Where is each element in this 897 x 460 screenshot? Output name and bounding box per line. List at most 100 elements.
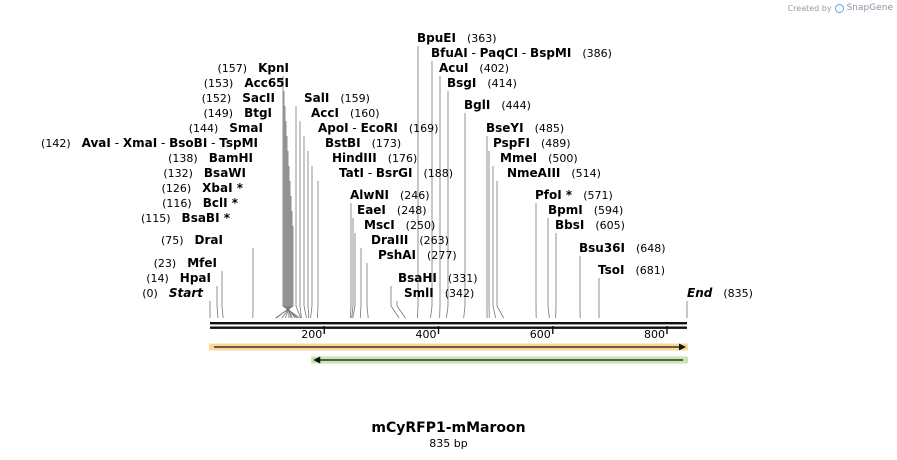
site-label: BstBI (173) — [325, 136, 401, 150]
site-btgi[interactable]: (149) BtgI — [203, 106, 272, 120]
site-position: (149) — [203, 107, 244, 120]
site-draiii[interactable]: DraIII (263) — [371, 233, 449, 247]
site-label: (23) MfeI — [154, 256, 217, 270]
site-pshai[interactable]: PshAI (277) — [378, 248, 457, 262]
site-label: BglI (444) — [464, 98, 531, 112]
site-bpmi[interactable]: BpmI (594) — [548, 203, 623, 217]
site-position: (414) — [476, 77, 517, 90]
site-acc65i[interactable]: (153) Acc65I — [204, 76, 289, 90]
site-label: BbsI (605) — [555, 218, 625, 232]
site-label: EaeI (248) — [357, 203, 427, 217]
feature-forward-orf[interactable] — [209, 343, 688, 351]
site-leader-line — [221, 271, 224, 319]
site-leader-line — [396, 301, 406, 319]
site-label: DraIII (263) — [371, 233, 449, 247]
site-position: (277) — [416, 249, 457, 262]
site-leader-line — [299, 121, 302, 319]
site-kpni[interactable]: (157) KpnI — [218, 61, 290, 75]
site-bstbi[interactable]: BstBI (173) — [325, 136, 401, 150]
site-bcli[interactable]: (116) BclI * — [162, 196, 239, 210]
site-label: ApoI - EcoRI (169) — [318, 121, 438, 135]
site-label: AlwNI (246) — [350, 188, 430, 202]
site-position: (263) — [408, 234, 449, 247]
site-avai-xmai-bsobi-tspmi[interactable]: (142) AvaI - XmaI - BsoBI - TspMI — [41, 136, 258, 150]
site-position: (173) — [361, 137, 402, 150]
site-apoi-ecori[interactable]: ApoI - EcoRI (169) — [318, 121, 438, 135]
enzyme-name: TatI — [339, 166, 364, 180]
site-hpai[interactable]: (14) HpaI — [146, 271, 211, 285]
enzyme-name: MfeI — [187, 256, 217, 270]
site-bsahi[interactable]: BsaHI (331) — [398, 271, 478, 285]
site-bsgi[interactable]: BsgI (414) — [447, 76, 517, 90]
site-bbsi[interactable]: BbsI (605) — [555, 218, 625, 232]
snapgene-credit: Created by SnapGene — [788, 3, 893, 13]
sequence-backbone — [210, 322, 687, 329]
site-leader-line — [416, 46, 419, 319]
site-smai[interactable]: (144) SmaI — [189, 121, 263, 135]
enzyme-name: NmeAIII — [507, 166, 560, 180]
site-label: (149) BtgI — [203, 106, 272, 120]
site-mmei[interactable]: MmeI (500) — [500, 151, 578, 165]
site-tsoi[interactable]: TsoI (681) — [598, 263, 665, 277]
site-tati-bsrgi[interactable]: TatI - BsrGI (188) — [339, 166, 453, 180]
site-label: BpmI (594) — [548, 203, 623, 217]
site-bseyi[interactable]: BseYI (485) — [486, 121, 564, 135]
site-position: (152) — [202, 92, 243, 105]
site-position: (160) — [339, 107, 380, 120]
site-eaei[interactable]: EaeI (248) — [357, 203, 427, 217]
enzyme-name: BpuEI — [417, 31, 456, 45]
enzyme-name: EcoRI — [361, 121, 398, 135]
site-label: Bsu36I (648) — [579, 241, 666, 255]
site-position: (23) — [154, 257, 188, 270]
site-sacii[interactable]: (152) SacII — [202, 91, 275, 105]
sequence-length: 835 bp — [429, 437, 468, 450]
site-position: (248) — [386, 204, 427, 217]
site-smli[interactable]: SmlI (342) — [404, 286, 474, 300]
site-bpuei[interactable]: BpuEI (363) — [417, 31, 497, 45]
site-leader-line — [463, 113, 466, 319]
site-alwni[interactable]: AlwNI (246) — [350, 188, 430, 202]
enzyme-name: DraIII — [371, 233, 408, 247]
site-bsawi[interactable]: (132) BsaWI — [163, 166, 246, 180]
site-bsu36i[interactable]: Bsu36I (648) — [579, 241, 666, 255]
axis-tick-label: 600 — [530, 328, 551, 341]
enzyme-name: BclI * — [203, 196, 239, 210]
site-bamhi[interactable]: (138) BamHI — [168, 151, 253, 165]
site-start[interactable]: (0) Start — [142, 286, 204, 300]
site-pfoi[interactable]: PfoI * (571) — [535, 188, 613, 202]
site-mfei[interactable]: (23) MfeI — [154, 256, 217, 270]
site-position: (402) — [468, 62, 509, 75]
site-label: BseYI (485) — [486, 121, 564, 135]
site-msci[interactable]: MscI (250) — [364, 218, 435, 232]
enzyme-name: BseYI — [486, 121, 524, 135]
site-xbai[interactable]: (126) XbaI * — [162, 181, 244, 195]
site-sali[interactable]: SalI (159) — [304, 91, 370, 105]
site-pspfi[interactable]: PspFI (489) — [493, 136, 571, 150]
site-label: (116) BclI * — [162, 196, 239, 210]
enzyme-name: BfuAI — [431, 46, 468, 60]
site-drai[interactable]: (75) DraI — [161, 233, 223, 247]
site-label: (153) Acc65I — [204, 76, 289, 90]
enzyme-name: BsaWI — [204, 166, 246, 180]
site-bsabi[interactable]: (115) BsaBI * — [141, 211, 231, 225]
site-acui[interactable]: AcuI (402) — [439, 61, 509, 75]
site-position: (835) — [712, 287, 753, 300]
site-bfuai-paqci-bspmi[interactable]: BfuAI - PaqCI - BspMI (386) — [431, 46, 612, 60]
site-acci[interactable]: AccI (160) — [311, 106, 380, 120]
site-nmeaiii[interactable]: NmeAIII (514) — [507, 166, 601, 180]
site-bgli[interactable]: BglI (444) — [464, 98, 531, 112]
site-position: (246) — [389, 189, 430, 202]
enzyme-separator: - — [468, 46, 480, 60]
site-position: (386) — [571, 47, 612, 60]
site-leader-line — [285, 181, 291, 319]
enzyme-separator: - — [157, 136, 169, 150]
axis-tick-label: 400 — [416, 328, 437, 341]
site-end[interactable]: End (835) — [687, 286, 753, 300]
site-position: (176) — [377, 152, 418, 165]
site-label: (126) XbaI * — [162, 181, 244, 195]
site-hindiii[interactable]: HindIII (176) — [332, 151, 417, 165]
site-label: PspFI (489) — [493, 136, 571, 150]
feature-reverse-orf[interactable] — [311, 356, 688, 364]
site-position: (132) — [163, 167, 204, 180]
site-label: BfuAI - PaqCI - BspMI (386) — [431, 46, 612, 60]
